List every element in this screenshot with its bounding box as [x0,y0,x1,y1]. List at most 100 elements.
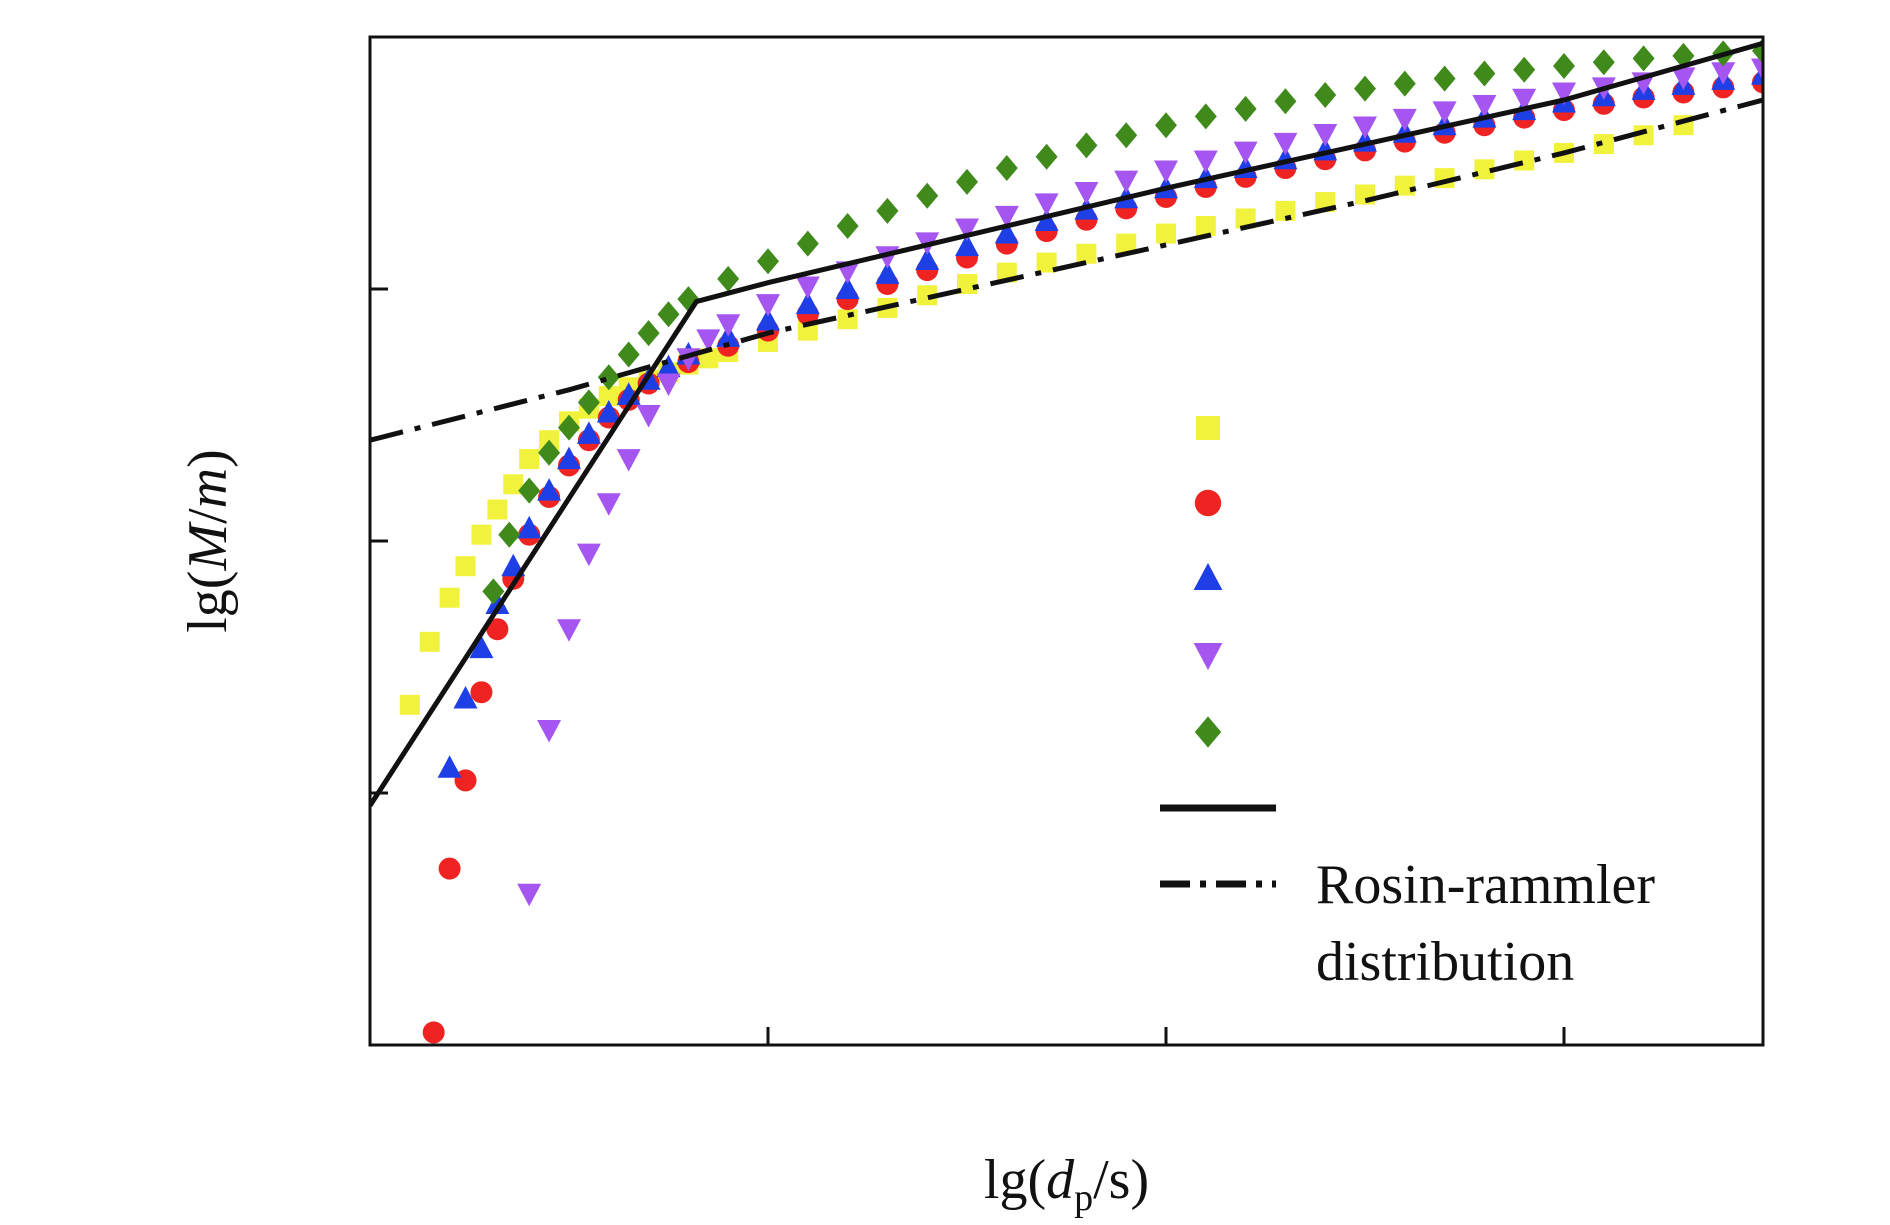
data-point [576,421,601,444]
y-axis-title: lg(M/m) [177,449,239,633]
data-point [1155,112,1177,139]
data-point [657,301,680,328]
data-point [1433,65,1456,92]
data-point [716,314,741,337]
data-point [437,755,462,778]
data-point [1075,132,1098,159]
data-point [1353,116,1377,139]
data-point [470,681,493,704]
data-point [837,309,858,330]
data-point [994,221,1019,244]
data-point [1711,62,1736,85]
data-point [1194,103,1217,130]
legend-item [1194,489,1222,517]
legend-marker-swatch [1194,716,1222,748]
legend-marker-swatch [1194,489,1222,517]
data-point [1393,70,1416,97]
data-point [677,286,700,313]
data-point [471,524,492,545]
data-point [1076,243,1097,264]
data-point [1633,125,1654,146]
data-point [577,389,600,416]
data-point [482,578,505,605]
data-point [1313,124,1338,147]
data-point [1394,175,1415,196]
data-point [469,635,494,659]
data-point [835,276,860,299]
series-3 [517,58,1763,907]
series-6 [370,97,1763,443]
data-point [795,291,820,315]
data-point [876,197,899,224]
data-point [1593,134,1614,155]
series-layer [370,37,1763,1044]
data-point [1473,60,1496,87]
data-point [1234,95,1257,122]
data-point [994,205,1019,229]
series-5 [370,40,1763,807]
data-point [557,619,581,642]
data-point [1474,159,1495,180]
data-point [1156,223,1176,244]
data-point [795,276,820,299]
data-point [1193,150,1218,173]
data-point [503,474,524,495]
series-line [370,97,1763,443]
series-4 [482,37,1763,605]
data-point [596,493,621,516]
data-point [756,294,780,317]
legend-item [1196,416,1220,440]
data-point [1035,143,1058,170]
data-point [875,261,900,284]
data-point [517,515,542,539]
legend: Rosin-rammler distribution [1160,416,1655,993]
data-point [1034,193,1059,216]
legend-item [1193,563,1223,590]
data-point [1512,88,1537,112]
data-point [656,373,681,396]
data-point [1273,132,1298,156]
data-point [439,587,460,608]
data-point [557,446,581,470]
data-point [1632,45,1655,72]
data-point [1354,75,1376,102]
data-point [399,694,420,715]
data-point [995,155,1018,182]
data-point [717,265,740,292]
data-point [453,686,478,709]
data-point [637,320,660,347]
data-point [1314,81,1337,108]
data-point [519,449,540,470]
data-point [538,439,561,466]
data-point [616,449,641,472]
data-point [596,399,621,423]
data-point [1114,170,1139,194]
axes-layer: lg(dp/s) lg(M/m) [177,35,1765,1219]
legend-marker-swatch [1193,563,1223,590]
data-point [617,341,640,368]
data-point [756,308,780,331]
data-point [1592,49,1615,76]
x-axis-title: lg(dp/s) [984,1149,1149,1219]
legend-item [1193,643,1223,670]
data-point [1116,233,1137,254]
data-point [597,364,620,391]
data-point [419,631,440,652]
data-point [576,543,601,567]
data-point [1552,82,1576,105]
data-point [1513,56,1536,83]
data-point [955,218,979,242]
data-point [696,329,721,352]
data-point [1235,208,1256,229]
legend-item: Rosin-rammler distribution [1160,854,1655,993]
data-point [1432,101,1457,124]
data-point [955,233,979,257]
data-point [487,499,508,520]
data-point [537,478,562,501]
data-point [1154,160,1178,184]
data-point [917,285,938,306]
data-point [636,405,661,428]
data-point [598,386,619,407]
data-point [422,1021,445,1044]
